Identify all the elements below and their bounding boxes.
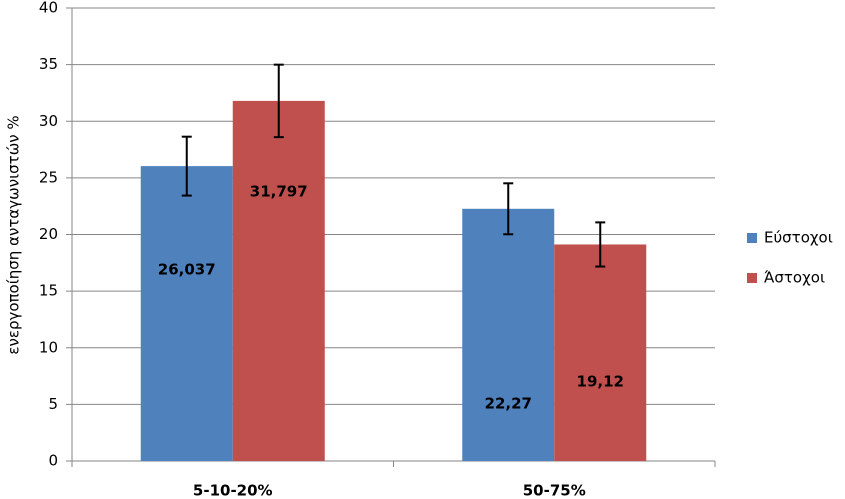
y-axis-label: ενεργοποίηση ανταγωνιστών % xyxy=(5,115,23,354)
y-tick-label: 0 xyxy=(48,452,58,470)
value-label: 31,797 xyxy=(250,183,308,201)
legend-label: Εύστοχοι xyxy=(764,229,833,247)
legend-swatch xyxy=(747,233,757,243)
y-tick-label: 20 xyxy=(39,225,58,243)
y-tick-label: 15 xyxy=(39,282,58,300)
y-tick-label: 25 xyxy=(39,168,58,186)
legend-swatch xyxy=(747,273,757,283)
y-tick-label: 35 xyxy=(39,55,58,73)
y-tick-label: 30 xyxy=(39,112,58,130)
y-tick-label: 40 xyxy=(39,0,58,17)
value-label: 19,12 xyxy=(577,373,624,391)
value-label: 22,27 xyxy=(485,395,532,413)
bar xyxy=(554,244,647,461)
x-tick-label: 50-75% xyxy=(523,482,586,499)
legend-label: Άστοχοι xyxy=(764,269,825,287)
y-tick-label: 10 xyxy=(39,338,58,356)
value-label: 26,037 xyxy=(158,261,216,279)
bar xyxy=(232,100,325,461)
y-tick-label: 5 xyxy=(48,395,58,413)
bar xyxy=(462,208,555,461)
x-tick-label: 5-10-20% xyxy=(193,482,273,499)
bar xyxy=(140,166,233,461)
